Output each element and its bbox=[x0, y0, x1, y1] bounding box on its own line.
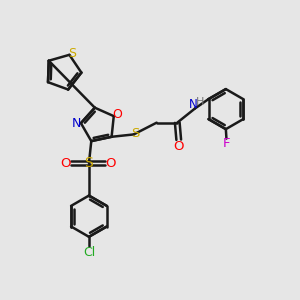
Text: Cl: Cl bbox=[83, 246, 95, 259]
Text: S: S bbox=[68, 47, 76, 60]
Text: H: H bbox=[196, 97, 204, 107]
Text: O: O bbox=[105, 157, 116, 170]
Text: O: O bbox=[173, 140, 183, 153]
Text: O: O bbox=[60, 157, 71, 170]
Text: O: O bbox=[112, 108, 122, 121]
Text: S: S bbox=[131, 127, 139, 140]
Text: N: N bbox=[189, 98, 198, 112]
Text: N: N bbox=[72, 117, 82, 130]
Text: F: F bbox=[223, 137, 230, 150]
Text: S: S bbox=[85, 156, 93, 170]
